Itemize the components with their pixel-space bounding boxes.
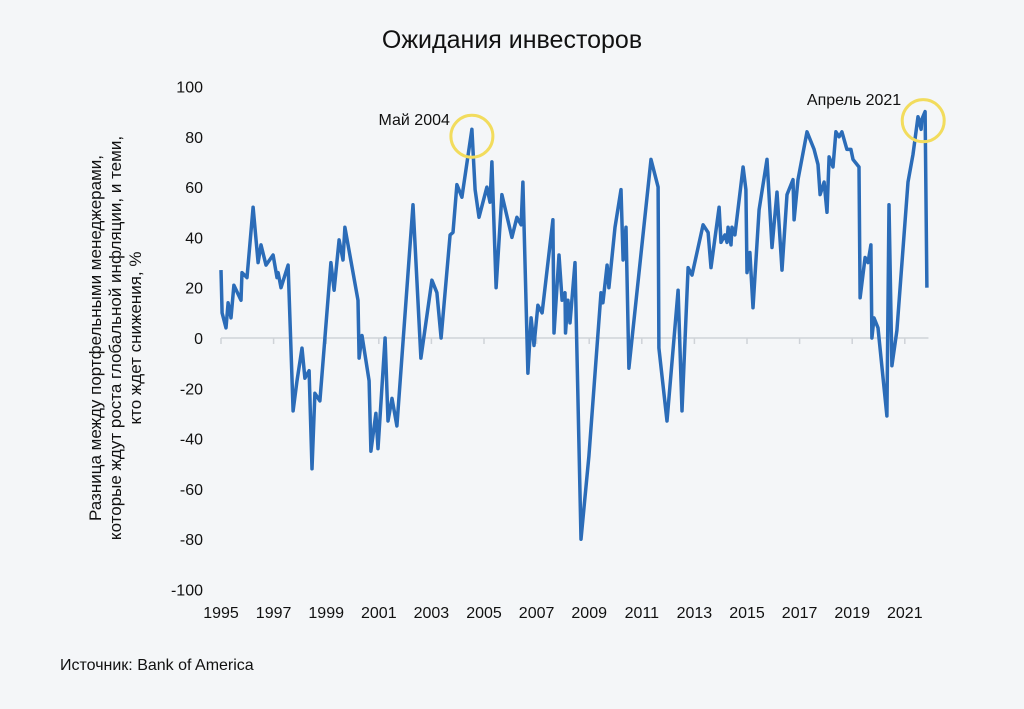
y-tick-label: 100	[176, 80, 203, 97]
chart-title: Ожидания инвесторов	[381, 26, 643, 54]
annotation-circle	[449, 113, 495, 159]
y-tick-label: 20	[185, 281, 203, 298]
x-tick-label: 2017	[782, 605, 818, 622]
y-tick-label: 0	[194, 331, 203, 348]
x-tick-label: 2021	[887, 605, 923, 622]
x-tick-label: 2003	[414, 605, 450, 622]
y-tick-label: 60	[185, 180, 203, 197]
annotation-label: Апрель 2021	[807, 92, 901, 109]
y-tick-label: -40	[180, 432, 203, 449]
x-tick-label: 2005	[466, 605, 502, 622]
annotation-label: Май 2004	[379, 112, 450, 129]
x-tick-label: 2013	[677, 605, 713, 622]
annotation-circle	[900, 98, 946, 144]
x-tick-label: 1997	[256, 605, 292, 622]
y-tick-label: -80	[180, 532, 203, 549]
x-tick-label: 2019	[834, 605, 870, 622]
x-tick-label: 2007	[519, 605, 555, 622]
x-tick-label: 2011	[625, 605, 660, 622]
x-tick-label: 2001	[361, 605, 397, 622]
x-tick-label: 1999	[308, 605, 344, 622]
x-tick-label: 2009	[571, 605, 607, 622]
source-note: Источник: Bank of America	[60, 657, 254, 674]
y-tick-label: 40	[185, 230, 203, 247]
x-tick-label: 1995	[203, 605, 239, 622]
y-tick-label: -60	[180, 482, 203, 499]
series-line	[219, 109, 929, 541]
x-tick-label: 2015	[729, 605, 765, 622]
y-tick-label: -20	[180, 381, 203, 398]
y-tick-label: 80	[185, 130, 203, 147]
y-tick-label: -100	[171, 583, 203, 600]
